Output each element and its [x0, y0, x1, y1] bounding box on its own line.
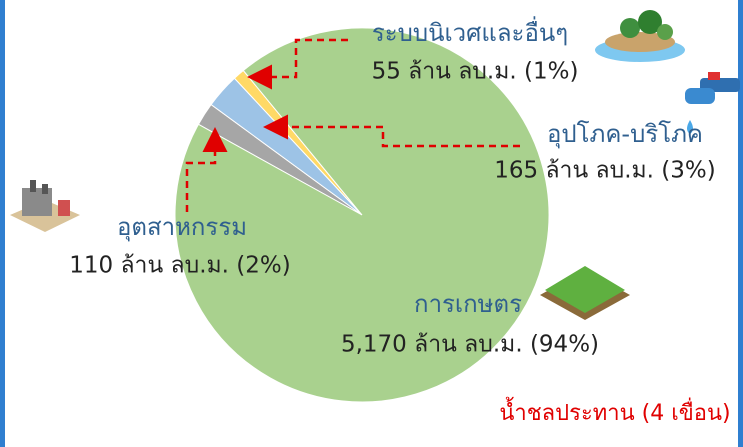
- value-label: 165 ล้าน ลบ.ม. (3%): [494, 158, 715, 184]
- page: {"chart_data": {"type": "pie", "categori…: [0, 0, 743, 447]
- value-label: 110 ล้าน ลบ.ม. (2%): [69, 253, 290, 279]
- note: น้ำชลประทาน (4 เขื่อน): [499, 397, 730, 426]
- icon-ecosystem: [595, 10, 685, 62]
- border-right: [738, 0, 743, 447]
- value-label: 5,170 ล้าน ลบ.ม. (94%): [341, 332, 599, 358]
- border-left: [0, 0, 5, 447]
- chart: ระบบนิเวศและอื่นๆ 55 ล้าน ลบ.ม. (1%) อุป…: [0, 0, 743, 447]
- value-label: 55 ล้าน ลบ.ม. (1%): [372, 59, 579, 85]
- category-label: อุตสาหกรรม: [117, 213, 247, 242]
- category-label: อุปโภค-บริโภค: [547, 120, 703, 149]
- icon-farm: [540, 266, 630, 320]
- icon-factory: [10, 180, 80, 232]
- category-label: ระบบนิเวศและอื่นๆ: [372, 16, 568, 47]
- category-label: การเกษตร: [414, 290, 522, 318]
